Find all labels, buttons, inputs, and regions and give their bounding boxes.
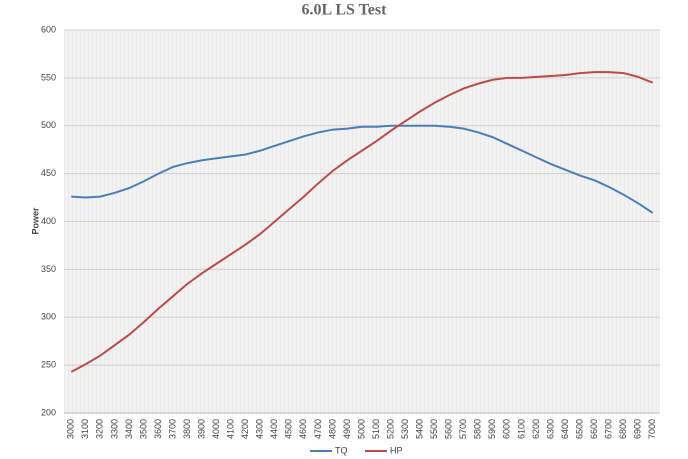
x-tick-label: 4900 — [342, 419, 352, 439]
line-series — [70, 71, 654, 373]
x-tick-label: 5500 — [429, 419, 439, 439]
y-tick-label: 250 — [41, 360, 56, 370]
x-tick-label: 3900 — [196, 419, 206, 439]
y-tick-label: 200 — [41, 407, 56, 417]
x-tick-label: 4200 — [240, 419, 250, 439]
y-axis-label: Power — [30, 207, 40, 235]
x-tick-label: 5600 — [444, 419, 454, 439]
x-tick-label: 5400 — [415, 419, 425, 439]
y-tick-label: 400 — [41, 216, 56, 226]
x-tick-label: 3300 — [109, 419, 119, 439]
y-tick-label: 350 — [41, 264, 56, 274]
x-tick-label: 3000 — [66, 419, 76, 439]
x-tick-label: 7000 — [647, 419, 657, 439]
x-tick-label: 3400 — [124, 419, 134, 439]
x-tick-label: 6000 — [502, 419, 512, 439]
legend-label: TQ — [335, 445, 348, 455]
x-tick-label: 6700 — [603, 419, 613, 439]
x-tick-label: 6900 — [633, 419, 643, 439]
x-tick-label: 6300 — [545, 419, 555, 439]
y-tick-label: 300 — [41, 312, 56, 322]
x-tick-label: 5000 — [356, 419, 366, 439]
y-tick-label: 600 — [41, 24, 56, 34]
x-tick-label: 3700 — [167, 419, 177, 439]
x-tick-label: 5700 — [458, 419, 468, 439]
x-tick-label: 4700 — [313, 419, 323, 439]
y-tick-label: 550 — [41, 72, 56, 82]
y-tick-label: 450 — [41, 168, 56, 178]
legend-label: HP — [390, 445, 403, 455]
x-tick-label: 5300 — [400, 419, 410, 439]
x-tick-label: 6100 — [516, 419, 526, 439]
line-series — [71, 124, 654, 214]
x-tick-label: 4100 — [226, 419, 236, 439]
x-tick-label: 4600 — [298, 419, 308, 439]
x-tick-label: 6800 — [618, 419, 628, 439]
x-tick-label: 5200 — [385, 419, 395, 439]
x-tick-label: 6200 — [531, 419, 541, 439]
x-tick-label: 4000 — [211, 419, 221, 439]
x-tick-label: 6500 — [574, 419, 584, 439]
x-tick-label: 4800 — [327, 419, 337, 439]
x-tick-label: 4400 — [269, 419, 279, 439]
x-tick-label: 6400 — [560, 419, 570, 439]
x-tick-label: 3200 — [95, 419, 105, 439]
x-tick-label: 3500 — [138, 419, 148, 439]
x-tick-label: 5800 — [473, 419, 483, 439]
x-tick-label: 3600 — [153, 419, 163, 439]
x-tick-label: 4500 — [284, 419, 294, 439]
x-tick-label: 5900 — [487, 419, 497, 439]
y-tick-label: 500 — [41, 120, 56, 130]
chart-title: 6.0L LS Test — [302, 2, 388, 19]
x-tick-label: 3800 — [182, 419, 192, 439]
x-tick-label: 4300 — [255, 419, 265, 439]
x-tick-label: 5100 — [371, 419, 381, 439]
x-tick-label: 3100 — [80, 419, 90, 439]
x-tick-label: 6600 — [589, 419, 599, 439]
